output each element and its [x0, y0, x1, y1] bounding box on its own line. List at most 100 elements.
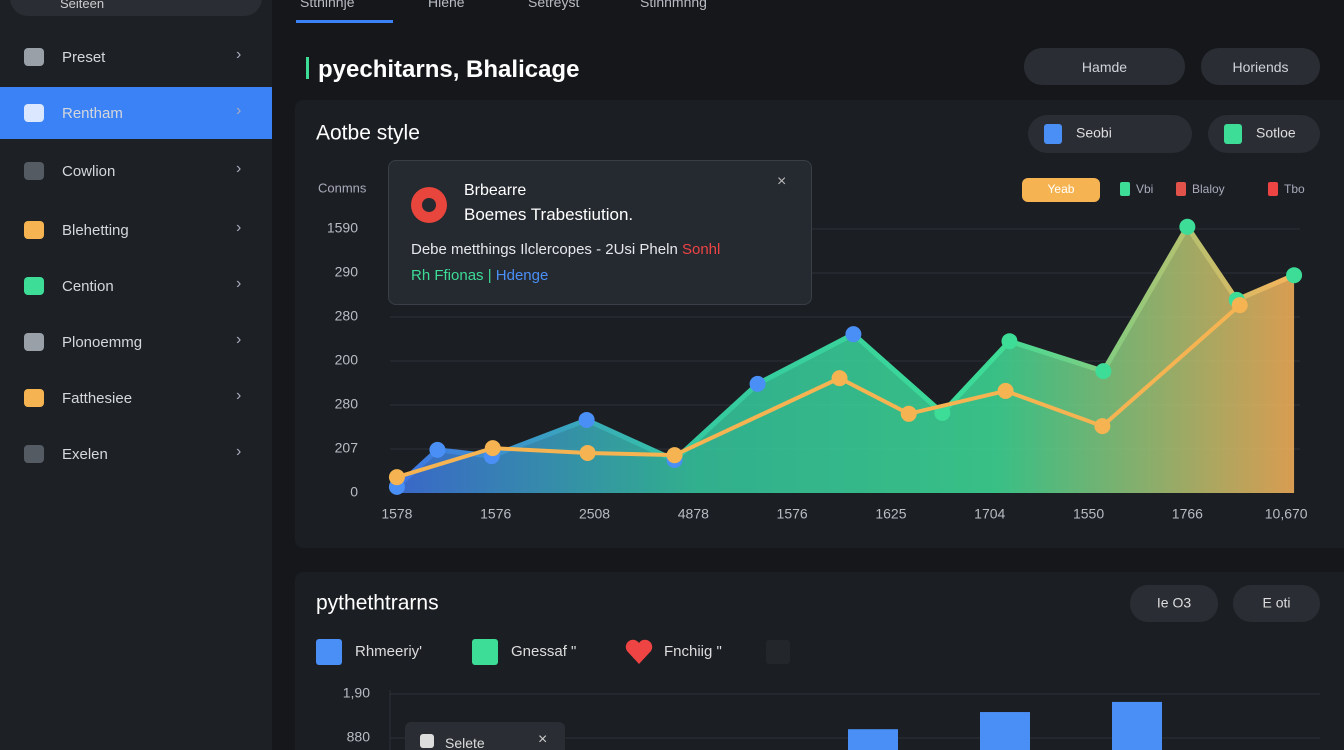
point [1286, 267, 1303, 284]
x-tick-label: 2508 [579, 506, 610, 522]
point [1001, 333, 1018, 350]
tooltip-line: Debe metthings Ilclercopes - 2Usi Pheln … [411, 241, 720, 258]
control-text: Seobi [1076, 125, 1112, 141]
x-tick-label: 4878 [678, 506, 709, 522]
tab[interactable]: Stlhhmhhg [640, 0, 707, 10]
tooltip-alert: Sonhl [681, 241, 721, 258]
page-title: pyechitarns, Bhalicage [318, 56, 580, 83]
chevron: › [236, 331, 242, 348]
menu-item[interactable]: Plonoemmg › [0, 316, 272, 368]
menu-label: Cention [62, 278, 114, 295]
menu-label: Plonoemmg [62, 334, 143, 351]
chevron: › [236, 275, 242, 292]
menu-label: Cowlion [62, 163, 116, 180]
menu-label: Rentham [62, 105, 123, 122]
point [1094, 418, 1111, 435]
bar [1112, 701, 1162, 750]
menu-item[interactable]: Cowlion › [0, 145, 272, 197]
control-text: Sotloe [1256, 125, 1296, 141]
legend-swatch [472, 639, 498, 665]
menu-label: Exelen [62, 446, 108, 463]
menu-icon [24, 277, 44, 295]
sidebar: Seiteen Preset › Rentham › Cowlion › Blehettin… [0, 0, 272, 750]
point [934, 404, 951, 421]
y-tick-label: 280 [335, 396, 359, 412]
y-tick-label: 1590 [327, 220, 358, 236]
legend-swatch [1268, 182, 1278, 196]
control-text: E oti [1262, 595, 1290, 611]
menu-label: Preset [62, 49, 106, 66]
point [1179, 218, 1196, 235]
x-tick-label: 1576 [480, 506, 511, 522]
header-button[interactable]: Hamde [1024, 48, 1185, 85]
menu-label: Blehetting [62, 222, 129, 239]
menu-item[interactable]: Rentham › [0, 87, 272, 139]
menu-icon [24, 162, 44, 180]
tooltip-link[interactable]: Hdenge [495, 267, 549, 284]
legend-label: Tbo [1284, 182, 1305, 196]
chart-title: Aotbe style [316, 122, 420, 145]
bar [848, 729, 898, 750]
point [666, 447, 683, 464]
menu-icon [24, 389, 44, 407]
point [1231, 297, 1248, 314]
tab-underline [296, 20, 393, 23]
menu-icon [24, 48, 44, 66]
chevron: › [236, 102, 242, 119]
menu-item[interactable]: Preset › [0, 31, 272, 83]
legend-label: Blaloy [1192, 182, 1225, 196]
menu-icon [24, 104, 44, 122]
legend-label: Vbi [1136, 182, 1153, 196]
close-button[interactable]: × [538, 731, 548, 748]
y-tick-label: 207 [335, 440, 359, 456]
tab[interactable]: Hiehe [428, 0, 465, 10]
button-text: Hamde [1081, 58, 1128, 75]
tooltip-text: Rh Ffionas | [411, 267, 492, 284]
bar [980, 712, 1030, 750]
point [429, 441, 446, 458]
tooltip-text: Debe metthings Ilclercopes - 2Usi Pheln [411, 241, 678, 258]
control-text: Ie O3 [1157, 595, 1191, 611]
control-icon [1224, 124, 1242, 144]
legend-swatch [1120, 182, 1130, 196]
control-button[interactable] [1028, 115, 1192, 153]
menu-item[interactable]: Blehetting › [0, 204, 272, 256]
button-text: Horiends [1232, 58, 1289, 75]
tooltip-subtitle: Boemes Trabestiution. [464, 205, 634, 224]
control-button[interactable] [1233, 585, 1320, 622]
chart-title: pythethtrarns [316, 592, 439, 615]
tab[interactable]: Stthinnje [300, 0, 355, 10]
legend-label: Rhmeeriy' [355, 643, 422, 660]
legend-swatch [316, 639, 342, 665]
y-tick-label: 290 [335, 264, 359, 280]
menu-icon [24, 221, 44, 239]
x-tick-label: 1766 [1172, 506, 1203, 522]
search-box[interactable]: Seiteen [10, 0, 262, 16]
chevron: › [236, 219, 242, 236]
menu-item[interactable]: Cention › [0, 260, 272, 312]
point [997, 382, 1014, 399]
x-tick-label: 1576 [777, 506, 808, 522]
point [578, 411, 595, 428]
title-bar [306, 57, 309, 79]
point [900, 405, 917, 422]
x-tick-label: 10,670 [1265, 506, 1308, 522]
tab[interactable]: Setreyst [528, 0, 580, 10]
tooltip: Brbearre Boemes Trabestiution. × Debe me… [388, 160, 812, 305]
menu-icon [24, 445, 44, 463]
control-button[interactable] [1130, 585, 1218, 622]
header-button[interactable]: Horiends [1201, 48, 1320, 85]
point [388, 469, 405, 486]
control-icon [1044, 124, 1062, 144]
close-button[interactable]: × [777, 173, 787, 190]
legend-label: Gnessaf " [511, 643, 576, 660]
menu-label: Fatthesiee [62, 390, 133, 407]
menu-item[interactable]: Fatthesiee › [0, 372, 272, 424]
x-tick-label: 1704 [974, 506, 1005, 522]
x-tick-label: 1625 [875, 506, 906, 522]
legend-swatch [1176, 182, 1186, 196]
menu-item[interactable]: Exelen › [0, 428, 272, 480]
legend-label: Fnchiig " [664, 643, 722, 660]
y-tick-label: 0 [350, 484, 358, 500]
